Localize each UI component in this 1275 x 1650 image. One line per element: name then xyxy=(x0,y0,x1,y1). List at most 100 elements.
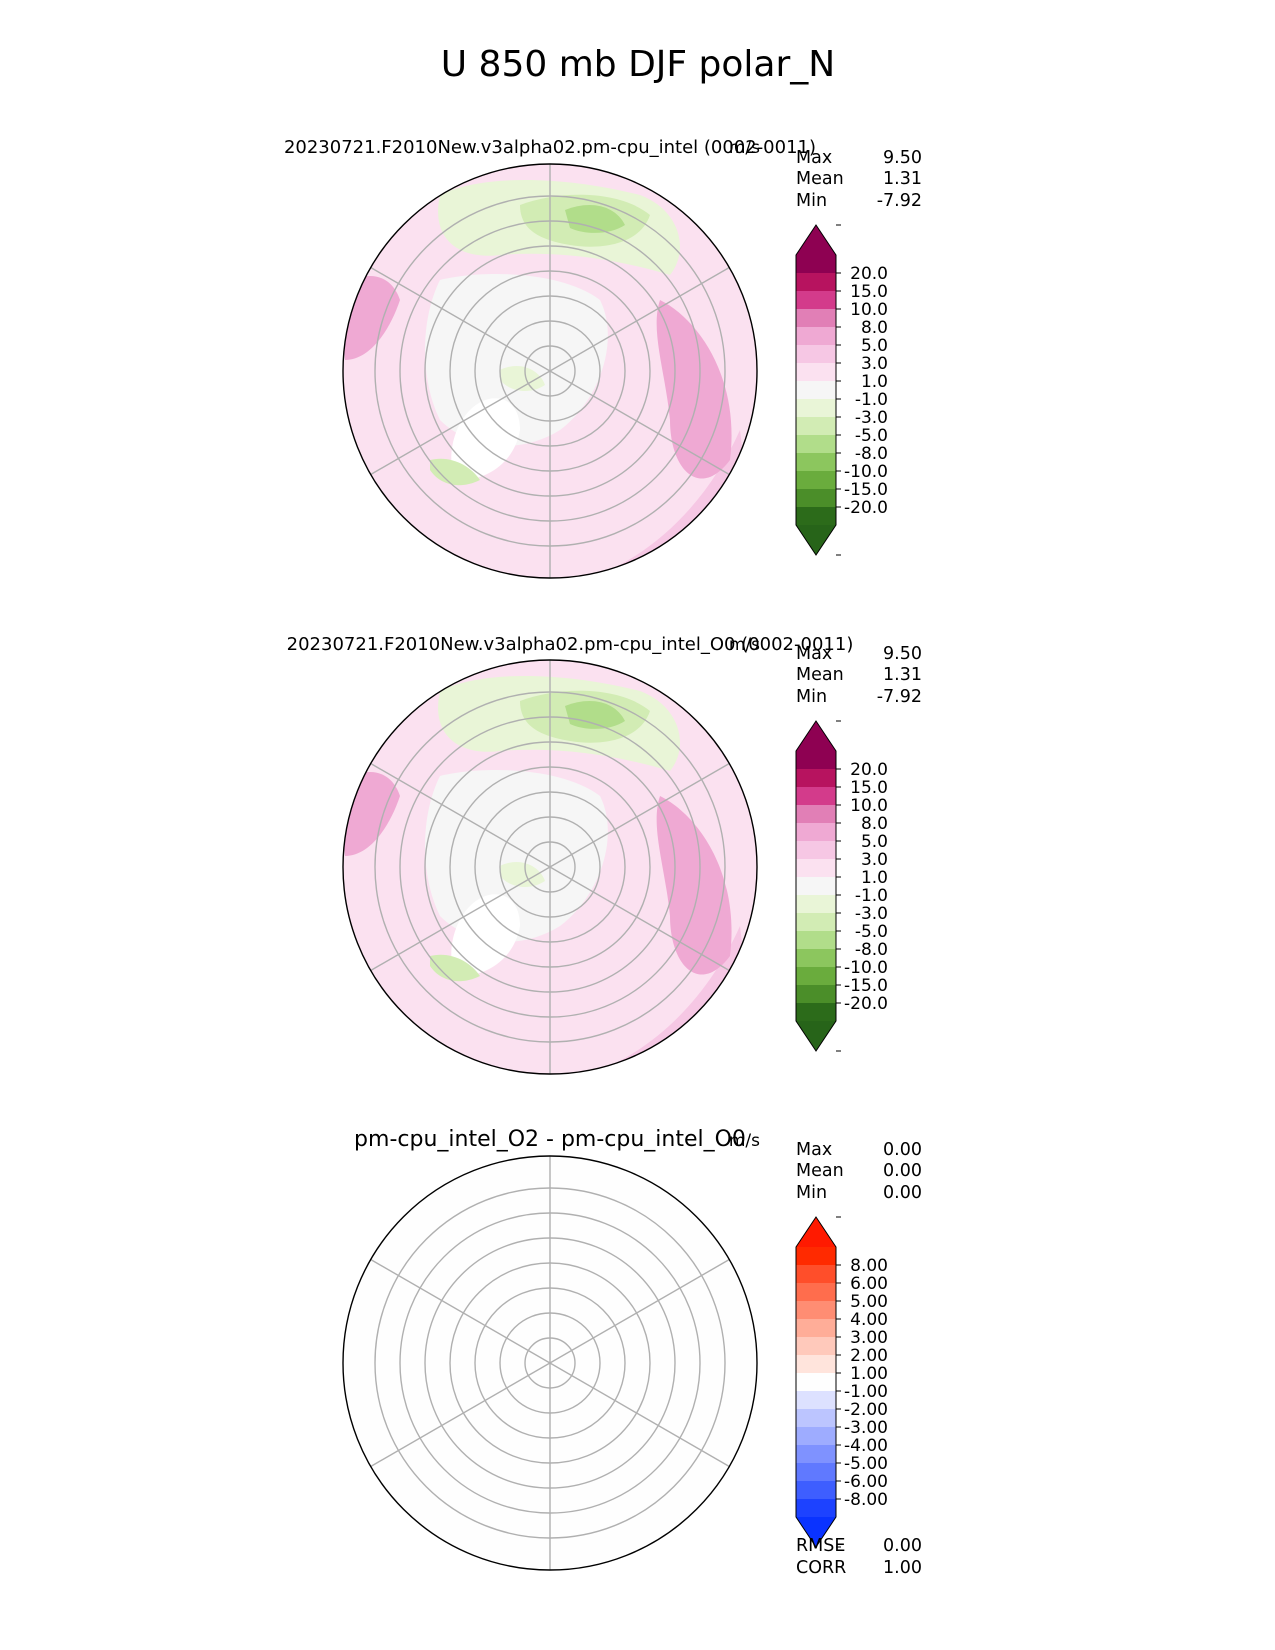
polar-map xyxy=(342,1155,758,1571)
metrics-block: RMSE 0.00 CORR 1.00 xyxy=(796,1536,922,1578)
colorbar-segment xyxy=(796,327,836,346)
colorbar-segment xyxy=(796,859,836,878)
colorbar-segment xyxy=(796,489,836,508)
stat-value-min: -7.92 xyxy=(877,687,922,707)
colorbar-segment xyxy=(796,273,836,292)
colorbar-tick-label: -3.00 xyxy=(844,1418,888,1438)
graticule xyxy=(370,1156,730,1570)
stat-value-mean: 1.31 xyxy=(883,665,922,685)
stat-label-min: Min xyxy=(796,687,827,707)
colorbar-segment xyxy=(796,949,836,968)
stat-label-min: Min xyxy=(796,191,827,211)
colorbar-outline xyxy=(795,224,837,556)
colorbar-outline xyxy=(795,1216,837,1548)
colorbar-segment xyxy=(796,1283,836,1302)
colorbar-tick-label: 3.00 xyxy=(850,1328,888,1348)
colorbar-tick-label: 20.0 xyxy=(850,760,888,780)
colorbar: 8.006.005.004.003.002.001.00-1.00-2.00-3… xyxy=(795,1216,888,1548)
colorbar-segment xyxy=(796,417,836,436)
colorbar-extend-top xyxy=(796,1217,836,1247)
colorbar-segment xyxy=(796,399,836,418)
colorbar-tick-label: -1.00 xyxy=(844,1382,888,1402)
stat-value-min: -7.92 xyxy=(877,191,922,211)
colorbar-segment xyxy=(796,985,836,1004)
colorbar-segment xyxy=(796,895,836,914)
colorbar-segment xyxy=(796,1319,836,1338)
colorbar-tick-label: 1.0 xyxy=(861,868,888,888)
colorbar-segment xyxy=(796,787,836,806)
colorbar-segment xyxy=(796,931,836,950)
stat-value-mean: 1.31 xyxy=(883,169,922,189)
colorbar-tick-label: -10.0 xyxy=(844,462,888,482)
colorbar-segment xyxy=(796,877,836,896)
stat-label-max: Max xyxy=(796,1140,832,1160)
graticule xyxy=(370,660,730,1074)
map-boundary xyxy=(342,1155,758,1571)
stat-label-mean: Mean xyxy=(796,665,844,685)
panel-title: 20230721.F2010New.v3alpha02.pm-cpu_intel… xyxy=(287,634,854,655)
colorbar-tick-label: -20.0 xyxy=(844,994,888,1014)
map-boundary xyxy=(342,163,758,579)
metric-label-corr: CORR xyxy=(796,1558,846,1578)
colorbar-tick-label: -8.0 xyxy=(855,940,888,960)
colorbar-segment xyxy=(796,1247,836,1266)
colorbar-tick-label: 5.0 xyxy=(861,832,888,852)
stat-value-max: 9.50 xyxy=(883,148,922,168)
colorbar-extend-top xyxy=(796,721,836,751)
colorbar-segment xyxy=(796,967,836,986)
colorbar-segment xyxy=(796,1391,836,1410)
colorbar-segment xyxy=(796,1301,836,1320)
panel-reference: 20230721.F2010New.v3alpha02.pm-cpu_intel… xyxy=(287,634,922,1075)
stat-label-max: Max xyxy=(796,148,832,168)
colorbar-tick-label: 4.00 xyxy=(850,1310,888,1330)
colorbar-tick-label: -10.0 xyxy=(844,958,888,978)
colorbar-tick-label: -15.0 xyxy=(844,976,888,996)
colorbar-segment xyxy=(796,1463,836,1482)
polar-map xyxy=(342,163,758,579)
colorbar-tick-label: 5.0 xyxy=(861,336,888,356)
colorbar-segment xyxy=(796,345,836,364)
panel-title: pm-cpu_intel_O2 - pm-cpu_intel_O0 xyxy=(354,1127,746,1152)
colorbar-segment xyxy=(796,291,836,310)
colorbar-tick-label: -4.00 xyxy=(844,1436,888,1456)
colorbar-tick-label: -3.0 xyxy=(855,408,888,428)
colorbar-extend-bottom xyxy=(796,1021,836,1051)
colorbar-segment xyxy=(796,363,836,382)
colorbar-segment xyxy=(796,309,836,328)
colorbar-tick-label: 6.00 xyxy=(850,1274,888,1294)
colorbar-tick-label: 1.0 xyxy=(861,372,888,392)
colorbar-segment xyxy=(796,435,836,454)
stat-label-mean: Mean xyxy=(796,1161,844,1181)
panel-units: m/s xyxy=(729,635,760,655)
colorbar-segment xyxy=(796,769,836,788)
colorbar-segment xyxy=(796,507,836,526)
stat-label-mean: Mean xyxy=(796,169,844,189)
colorbar: 20.015.010.08.05.03.01.0-1.0-3.0-5.0-8.0… xyxy=(795,720,888,1052)
graticule xyxy=(370,164,730,578)
colorbar-tick-label: -3.0 xyxy=(855,904,888,924)
colorbar-tick-label: 15.0 xyxy=(850,778,888,798)
panel-title: 20230721.F2010New.v3alpha02.pm-cpu_intel… xyxy=(284,137,816,158)
stat-value-max: 0.00 xyxy=(883,1140,922,1160)
colorbar-tick-label: 8.0 xyxy=(861,814,888,834)
colorbar-tick-label: -20.0 xyxy=(844,498,888,518)
panel-units: m/s xyxy=(729,1131,760,1151)
colorbar-segment xyxy=(796,1355,836,1374)
colorbar-segment xyxy=(796,841,836,860)
panel-difference: pm-cpu_intel_O2 - pm-cpu_intel_O0 m/s xyxy=(342,1127,922,1578)
panel-test: 20230721.F2010New.v3alpha02.pm-cpu_intel… xyxy=(284,137,922,579)
colorbar-tick-label: 15.0 xyxy=(850,282,888,302)
stat-label-max: Max xyxy=(796,644,832,664)
colorbar-tick-label: -1.0 xyxy=(855,886,888,906)
colorbar-segment xyxy=(796,1337,836,1356)
colorbar-tick-label: -2.00 xyxy=(844,1400,888,1420)
colorbar-tick-label: -5.00 xyxy=(844,1454,888,1474)
colorbar-segment xyxy=(796,913,836,932)
colorbar-tick-label: 5.00 xyxy=(850,1292,888,1312)
stats-block: Max 9.50 Mean 1.31 Min -7.92 xyxy=(796,148,922,211)
colorbar-segment xyxy=(796,751,836,770)
colorbar-segment xyxy=(796,823,836,842)
colorbar: 20.015.010.08.05.03.01.0-1.0-3.0-5.0-8.0… xyxy=(795,224,888,556)
colorbar-tick-label: 10.0 xyxy=(850,300,888,320)
colorbar-segment xyxy=(796,1003,836,1022)
